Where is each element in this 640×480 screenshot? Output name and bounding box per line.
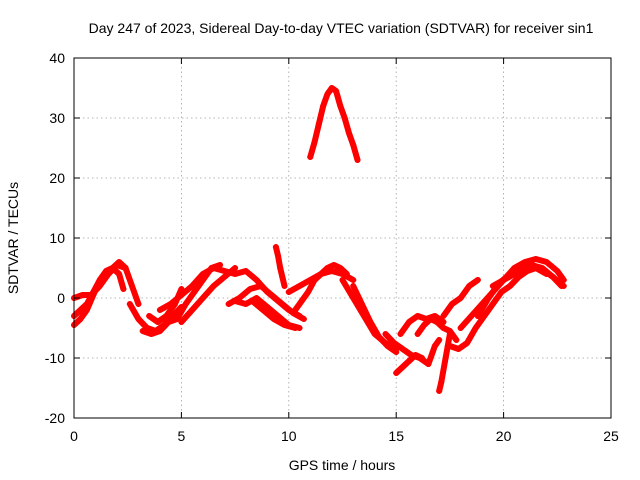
- x-tick-label: 10: [281, 428, 297, 444]
- data-trace: [457, 256, 567, 331]
- series-arc-28: [489, 265, 550, 289]
- y-tick-label: 0: [57, 290, 65, 306]
- chart-title: Day 247 of 2023, Sidereal Day-to-day VTE…: [89, 20, 594, 36]
- series-arc-12: [272, 244, 288, 289]
- y-tick-label: 30: [49, 110, 65, 126]
- series-arc-24: [440, 277, 481, 319]
- data-trace: [71, 259, 142, 328]
- y-tick-label: 20: [49, 170, 65, 186]
- series-arc-5: [139, 262, 224, 337]
- ticks: 0 5 10 15 20 25 -20 -10 0 10 20 30 40: [45, 50, 619, 444]
- series-arc-22: [425, 337, 443, 367]
- data-trace: [489, 265, 550, 289]
- y-tick-label: 40: [49, 50, 65, 66]
- data-trace: [71, 262, 129, 301]
- series-arc-8: [178, 265, 239, 325]
- series-arc-19: [393, 352, 425, 376]
- data-trace: [272, 244, 288, 289]
- series-arc-9: [225, 283, 307, 322]
- y-tick-label: 10: [49, 230, 65, 246]
- data-trace: [178, 265, 239, 325]
- y-axis-label: SDTVAR / TECUs: [5, 182, 21, 294]
- data-trace: [225, 283, 307, 322]
- series-arc-1: [71, 265, 127, 319]
- x-axis-label: GPS time / hours: [289, 457, 396, 473]
- data-points: [71, 85, 567, 394]
- data-trace: [350, 283, 400, 355]
- data-trace: [425, 337, 443, 367]
- data-trace: [71, 265, 127, 319]
- data-trace: [292, 262, 350, 313]
- x-tick-label: 25: [603, 428, 619, 444]
- data-trace: [440, 277, 481, 319]
- y-tick-label: -20: [45, 410, 65, 426]
- series-arc-26: [457, 256, 567, 331]
- data-trace: [249, 298, 299, 331]
- data-trace: [393, 352, 425, 376]
- grid: [74, 58, 611, 418]
- data-trace: [307, 85, 361, 163]
- series-arc-15: [307, 85, 361, 163]
- series-arc-14: [292, 262, 350, 313]
- y-tick-label: -10: [45, 350, 65, 366]
- x-tick-label: 15: [388, 428, 404, 444]
- x-tick-label: 20: [496, 428, 512, 444]
- series-arc-11: [249, 298, 299, 331]
- x-tick-label: 5: [178, 428, 186, 444]
- series-arc-20: [397, 313, 447, 337]
- x-tick-label: 0: [70, 428, 78, 444]
- series-arc-17: [350, 283, 400, 355]
- data-trace: [397, 313, 447, 337]
